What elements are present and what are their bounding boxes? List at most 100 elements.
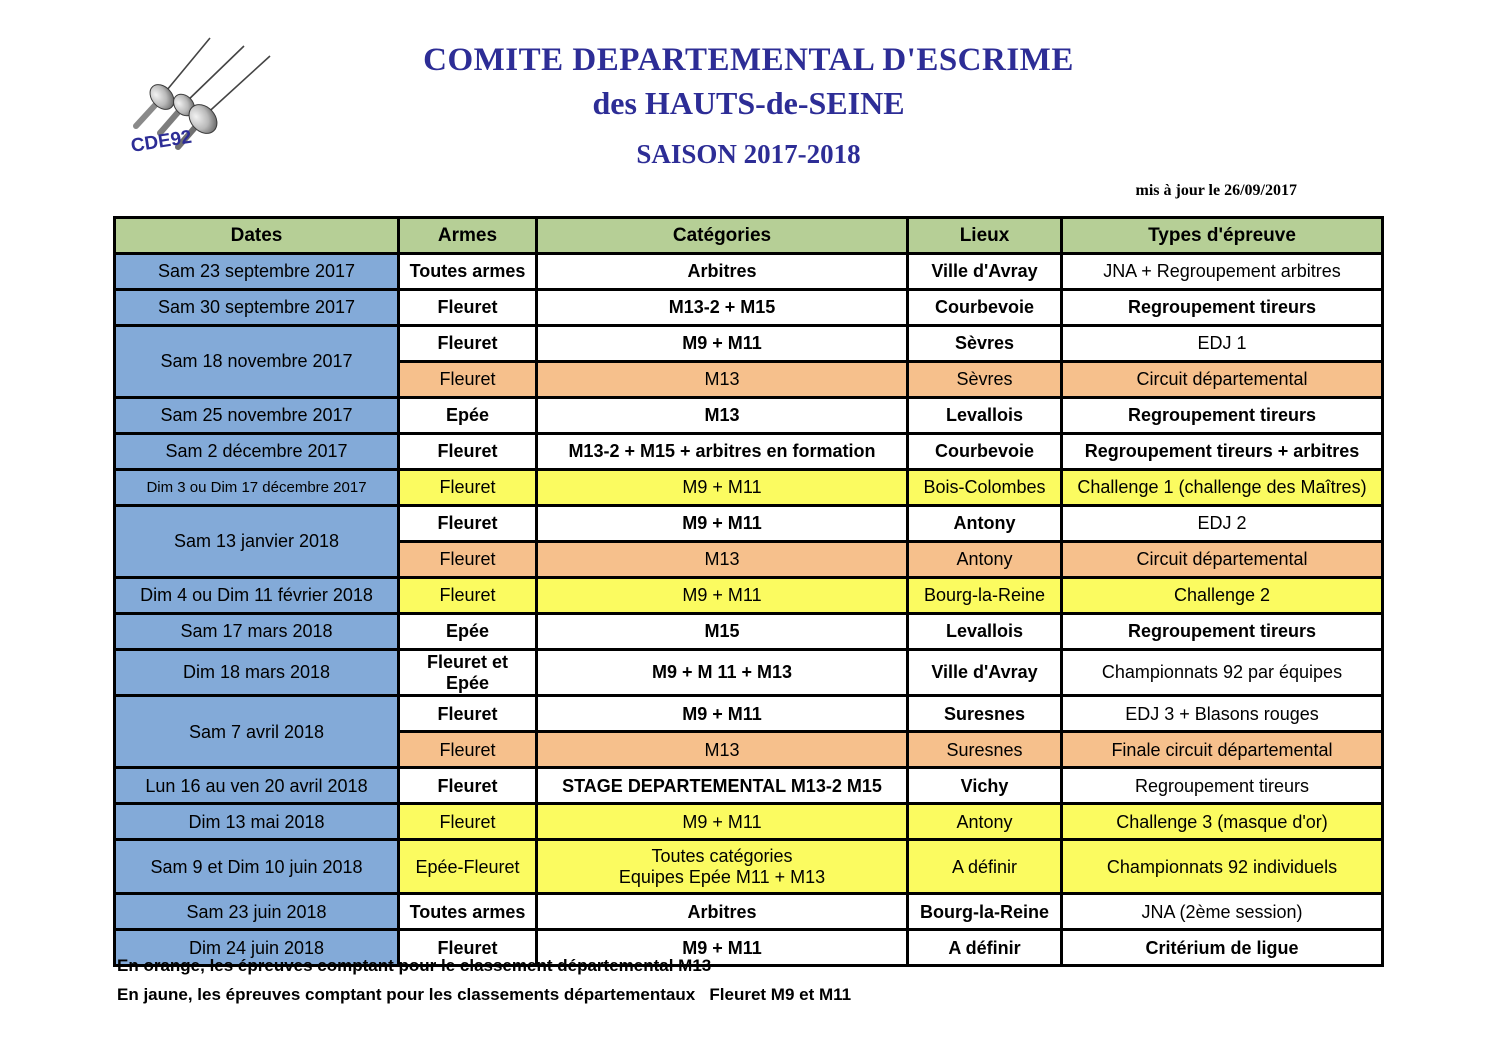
type-cell: Circuit départemental xyxy=(1060,540,1384,579)
table-row: Sam 9 et Dim 10 juin 2018 Epée-Fleuret Tou… xyxy=(113,838,1384,896)
categorie-cell: M13-2 + M15 + arbitres en formation xyxy=(535,432,909,471)
legend-jaune: En jaune, les épreuves comptant pour les… xyxy=(117,985,852,1004)
legend-orange: En orange, les épreuves comptant pour le… xyxy=(117,956,712,975)
lieu-cell: Suresnes xyxy=(906,694,1063,734)
categorie-cell: M13 xyxy=(535,730,909,770)
table-row: Sam 17 mars 2018 Epée M15 Levallois Regroupe… xyxy=(113,612,1384,651)
column-header-types: Types d'épreuve xyxy=(1060,216,1384,255)
categorie-line: Toutes catégories xyxy=(651,846,793,867)
arme-cell: Fleuret xyxy=(397,504,538,543)
date-cell: Dim 13 mai 2018 xyxy=(113,802,400,842)
arme-cell: Fleuret xyxy=(397,324,538,363)
arme-cell: Fleuret xyxy=(397,766,538,806)
date-cell: Lun 16 au ven 20 avril 2018 xyxy=(113,766,400,806)
categorie-cell: Arbitres xyxy=(535,252,909,291)
table-row: Lun 16 au ven 20 avril 2018 Fleuret STAGE … xyxy=(113,766,1384,806)
categorie-cell: Toutes catégories Equipes Epée M11 + M13 xyxy=(535,838,909,896)
date-cell: Dim 4 ou Dim 11 février 2018 xyxy=(113,576,400,615)
lieu-cell: A définir xyxy=(906,838,1063,896)
date-cell: Dim 3 ou Dim 17 décembre 2017 xyxy=(113,468,400,507)
type-cell: EDJ 3 + Blasons rouges xyxy=(1060,694,1384,734)
column-header-dates: Dates xyxy=(113,216,400,255)
table-row: Sam 23 septembre 2017 Toutes armes Arbitre… xyxy=(113,252,1384,291)
table-row: Sam 30 septembre 2017 Fleuret M13-2 + M15 C… xyxy=(113,288,1384,327)
date-cell: Dim 24 juin 2018 xyxy=(113,928,400,968)
lieu-cell: Vichy xyxy=(906,766,1063,806)
categorie-cell: STAGE DEPARTEMENTAL M13-2 M15 xyxy=(535,766,909,806)
column-header-armes: Armes xyxy=(397,216,538,255)
lieu-cell: Antony xyxy=(906,802,1063,842)
arme-cell: Epée xyxy=(397,396,538,435)
type-cell: Championnats 92 par équipes xyxy=(1060,647,1384,698)
type-cell: Regroupement tireurs xyxy=(1060,288,1384,327)
title-line-2: des HAUTS-de-SEINE xyxy=(592,85,905,121)
categorie-cell: M9 + M11 xyxy=(535,324,909,363)
lieu-cell: Suresnes xyxy=(906,730,1063,770)
arme-cell: Fleuret xyxy=(397,928,538,968)
table-row: Fleuret M13 Antony Circuit départemental xyxy=(115,540,1384,579)
lieu-cell: Sèvres xyxy=(906,324,1063,363)
lieu-cell: Levallois xyxy=(906,612,1063,651)
arme-cell: Epée xyxy=(397,612,538,651)
table-row: Sam 7 avril 2018 Fleuret M9 + M11 Suresnes E… xyxy=(113,694,1384,770)
title-line-3: SAISON 2017-2018 xyxy=(636,139,861,169)
arme-cell: Fleuret xyxy=(397,802,538,842)
date-cell: Sam 2 décembre 2017 xyxy=(113,432,400,471)
type-cell: Challenge 3 (masque d'or) xyxy=(1060,802,1384,842)
document-title-block: COMITE DEPARTEMENTAL D'ESCRIME des HAUTS… xyxy=(0,42,1497,170)
arme-cell: Fleuret et Epée xyxy=(397,647,538,698)
arme-cell: Fleuret xyxy=(397,468,538,507)
arme-cell: Epée-Fleuret xyxy=(397,838,538,896)
type-cell: JNA + Regroupement arbitres xyxy=(1060,252,1384,291)
type-cell: Challenge 1 (challenge des Maîtres) xyxy=(1060,468,1384,507)
type-cell: EDJ 1 xyxy=(1060,324,1384,363)
arme-cell: Fleuret xyxy=(397,576,538,615)
categorie-cell: M9 + M11 xyxy=(535,468,909,507)
lieu-cell: Bois-Colombes xyxy=(906,468,1063,507)
table-row: Fleuret M13 Suresnes Finale circuit départe… xyxy=(115,730,1384,770)
table-row: Fleuret M13 Sèvres Circuit départemental xyxy=(115,360,1384,399)
lieu-cell: Bourg-la-Reine xyxy=(906,576,1063,615)
lieu-cell: Ville d'Avray xyxy=(906,252,1063,291)
header-row: Dates Armes Catégories Lieux Types d'épr… xyxy=(113,216,1384,255)
table-row: Dim 3 ou Dim 17 décembre 2017 Fleuret M9 +… xyxy=(113,468,1384,507)
date-cell: Sam 18 novembre 2017 xyxy=(113,324,400,399)
date-cell: Sam 13 janvier 2018 xyxy=(113,504,400,579)
arme-cell: Fleuret xyxy=(397,540,538,579)
date-cell: Sam 7 avril 2018 xyxy=(113,694,400,770)
lieu-cell: Courbevoie xyxy=(906,288,1063,327)
lieu-cell: Levallois xyxy=(906,396,1063,435)
arme-cell: Fleuret xyxy=(397,432,538,471)
type-cell: Regroupement tireurs xyxy=(1060,612,1384,651)
date-cell: Dim 18 mars 2018 xyxy=(113,647,400,698)
lieu-cell: Antony xyxy=(906,540,1063,579)
table-row: Sam 13 janvier 2018 Fleuret M9 + M11 Antony… xyxy=(113,504,1384,579)
arme-cell: Toutes armes xyxy=(397,252,538,291)
date-cell: Sam 25 novembre 2017 xyxy=(113,396,400,435)
categorie-cell: M9 + M11 xyxy=(535,576,909,615)
table-row: Dim 18 mars 2018 Fleuret et Epée M9 + M 11… xyxy=(113,647,1384,698)
calendar-table: Dates Armes Catégories Lieux Types d'épr… xyxy=(113,216,1384,968)
type-cell: Circuit départemental xyxy=(1060,360,1384,399)
categorie-cell: M13 xyxy=(535,540,909,579)
categorie-cell: M13 xyxy=(535,360,909,399)
type-cell: EDJ 2 xyxy=(1060,504,1384,543)
cde92-logo: CDE92 xyxy=(118,30,278,175)
categorie-line: Equipes Epée M11 + M13 xyxy=(618,866,826,887)
type-cell: Regroupement tireurs xyxy=(1060,396,1384,435)
categorie-cell: M9 + M11 xyxy=(535,504,909,543)
type-cell: Finale circuit départemental xyxy=(1060,730,1384,770)
categorie-cell: M9 + M11 xyxy=(535,928,909,968)
lieu-cell: A définir xyxy=(906,928,1063,968)
categorie-cell: M9 + M 11 + M13 xyxy=(535,647,909,698)
arme-cell: Fleuret xyxy=(397,694,538,734)
type-cell: JNA (2ème session) xyxy=(1060,892,1384,932)
table-row: Sam 23 juin 2018 Toutes armes Arbitres Bour… xyxy=(113,892,1384,932)
type-cell: Regroupement tireurs xyxy=(1060,766,1384,806)
title-line-1: COMITE DEPARTEMENTAL D'ESCRIME xyxy=(423,42,1074,78)
categorie-cell: M13 xyxy=(535,396,909,435)
arme-cell: Fleuret xyxy=(397,288,538,327)
arme-cell: Fleuret xyxy=(397,730,538,770)
table-row: Sam 18 novembre 2017 Fleuret M9 + M11 Sèvre… xyxy=(113,324,1384,399)
date-cell: Sam 23 septembre 2017 xyxy=(113,252,400,291)
